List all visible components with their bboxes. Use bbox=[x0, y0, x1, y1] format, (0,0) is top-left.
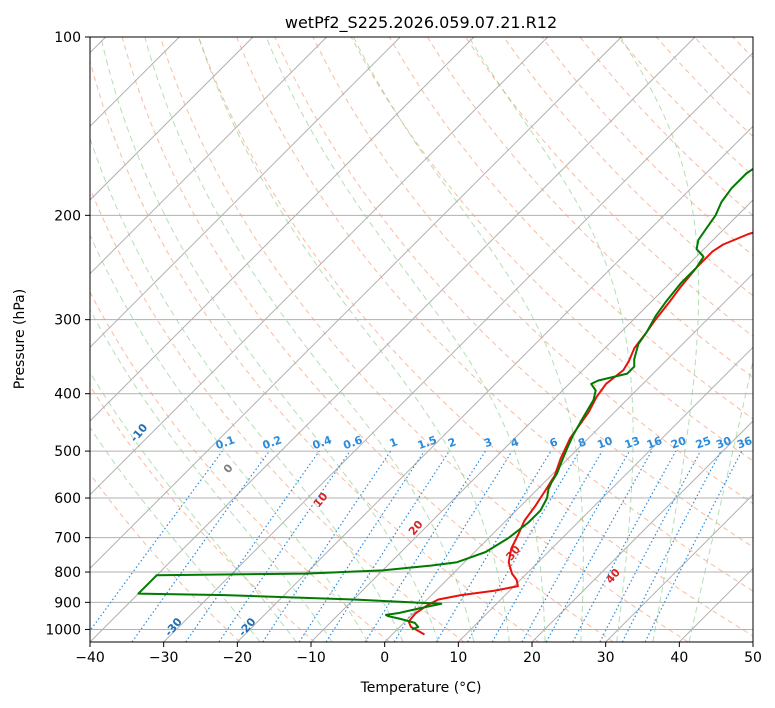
dry-adiabat-line bbox=[388, 37, 753, 420]
mixing-ratio-label: 0.2 bbox=[261, 433, 284, 452]
mixing-ratio-label: 13 bbox=[623, 434, 642, 451]
series-layer bbox=[137, 167, 753, 636]
dry-adiabat-line bbox=[159, 37, 689, 642]
y-axis-ticks: 100 200 300 400 500 600 700 800 900 1000 bbox=[45, 30, 90, 638]
mixing-ratio-label: 0.4 bbox=[311, 433, 334, 452]
x-tick-label: −10 bbox=[296, 650, 326, 666]
dry-adiabat-line bbox=[350, 37, 753, 462]
plot-frame bbox=[89, 36, 754, 643]
mixing-ratio-line bbox=[644, 450, 743, 642]
mixing-ratio-line bbox=[545, 450, 653, 642]
mixing-ratio-line bbox=[262, 450, 392, 642]
y-tick-label: 900 bbox=[54, 595, 81, 611]
mixing-ratio-line bbox=[572, 450, 677, 642]
mixing-ratio-label: 0.6 bbox=[342, 433, 365, 452]
isotherm-line bbox=[457, 346, 753, 642]
y-tick-label: 300 bbox=[54, 313, 81, 329]
dry-adiabat-line bbox=[503, 37, 753, 297]
mixing-ratio-line bbox=[298, 450, 425, 642]
moist-adiabat-line bbox=[90, 233, 369, 642]
moist-adiabat-line bbox=[90, 308, 333, 642]
moist-adiabat-line bbox=[620, 37, 700, 642]
moist-adiabat-line bbox=[688, 358, 753, 642]
y-tick-label: 200 bbox=[54, 208, 81, 224]
x-tick-label: −30 bbox=[149, 650, 179, 666]
dry-adiabat-line bbox=[236, 37, 753, 592]
isotherm-line bbox=[605, 493, 753, 642]
x-tick-label: −40 bbox=[75, 650, 105, 666]
isotherm-line bbox=[163, 51, 753, 642]
isotherm-line bbox=[90, 37, 401, 349]
x-tick-label: 10 bbox=[449, 650, 467, 666]
isotherm-line bbox=[90, 37, 475, 422]
y-tick-label: 600 bbox=[54, 491, 81, 507]
mixing-ratio-line bbox=[185, 450, 320, 642]
y-axis-label: Pressure (hPa) bbox=[12, 289, 28, 389]
dry-adiabat-line bbox=[90, 186, 465, 642]
dry-adiabat-line bbox=[121, 37, 614, 642]
x-tick-label: 50 bbox=[744, 650, 762, 666]
isotherm-line bbox=[310, 199, 753, 642]
x-axis-label: Temperature (°C) bbox=[360, 680, 482, 696]
y-tick-label: 400 bbox=[54, 387, 81, 403]
dry-adiabat-line bbox=[274, 37, 753, 548]
x-tick-label: 20 bbox=[523, 650, 541, 666]
isotherm-line bbox=[90, 37, 622, 570]
moist-adiabat-line bbox=[144, 37, 475, 642]
isotherm-line bbox=[90, 37, 328, 275]
moist-adiabat-line bbox=[265, 37, 546, 642]
dewpoint-line bbox=[137, 167, 753, 631]
moist-adiabat-line bbox=[90, 371, 297, 642]
y-tick-label: 800 bbox=[54, 565, 81, 581]
dry-adiabat-line bbox=[312, 37, 753, 505]
mixing-ratio-label: 6 bbox=[548, 435, 560, 450]
moist-adiabat-line bbox=[353, 37, 584, 642]
mixing-ratio-line bbox=[131, 450, 270, 642]
x-tick-label: 0 bbox=[380, 650, 389, 666]
mixing-ratio-label: 36 bbox=[735, 434, 754, 452]
mixing-ratio-line bbox=[325, 450, 450, 642]
mixing-ratio-line bbox=[393, 450, 513, 642]
isotherm-line bbox=[531, 420, 753, 642]
mixing-ratio-label: 3 bbox=[482, 435, 494, 450]
mixing-ratio-line bbox=[521, 450, 631, 642]
mixing-ratio-line bbox=[90, 450, 223, 632]
chart-title: wetPf2_S225.2026.059.07.21.R12 bbox=[285, 13, 557, 33]
isotherm-line bbox=[90, 37, 254, 201]
moist-adiabat-line bbox=[90, 426, 261, 642]
mixing-ratio-label: 0.1 bbox=[214, 433, 237, 452]
x-tick-label: −20 bbox=[223, 650, 253, 666]
dry-adiabat-line bbox=[90, 384, 316, 642]
y-tick-label: 100 bbox=[54, 30, 81, 46]
x-tick-label: 30 bbox=[597, 650, 615, 666]
mixing-ratio-label: 16 bbox=[645, 434, 664, 452]
mixing-ratio-label: 10 bbox=[595, 434, 614, 452]
moist-adiabat-line bbox=[100, 37, 439, 642]
x-tick-label: 40 bbox=[670, 650, 688, 666]
mixing-ratio-label: 8 bbox=[576, 435, 588, 450]
mixing-ratio-label: 1 bbox=[388, 435, 400, 450]
isotherm-line bbox=[90, 37, 549, 496]
mixing-ratio-label: 2 bbox=[446, 435, 458, 450]
mixing-ratio-label: 20 bbox=[669, 434, 688, 452]
dry-adiabat-line bbox=[90, 472, 241, 642]
mixing-ratio-label: 30 bbox=[714, 434, 733, 452]
isotherm-line bbox=[90, 37, 696, 642]
x-axis-ticks: −40 −30 −20 −10 0 10 20 30 40 50 bbox=[75, 642, 762, 666]
y-tick-label: 1000 bbox=[45, 622, 81, 638]
isotherm-line bbox=[236, 125, 753, 642]
mixing-ratio-line bbox=[218, 450, 351, 642]
mixing-ratio-label: 1.5 bbox=[416, 433, 439, 452]
moist-adiabat-line bbox=[468, 37, 634, 642]
y-tick-label: 500 bbox=[54, 444, 81, 460]
isotherm-line bbox=[384, 272, 753, 642]
dry-adiabat-line bbox=[90, 59, 540, 642]
y-tick-label: 700 bbox=[54, 531, 81, 547]
mixing-ratio-label: 4 bbox=[509, 435, 521, 450]
mixing-ratio-label: 25 bbox=[694, 434, 713, 451]
